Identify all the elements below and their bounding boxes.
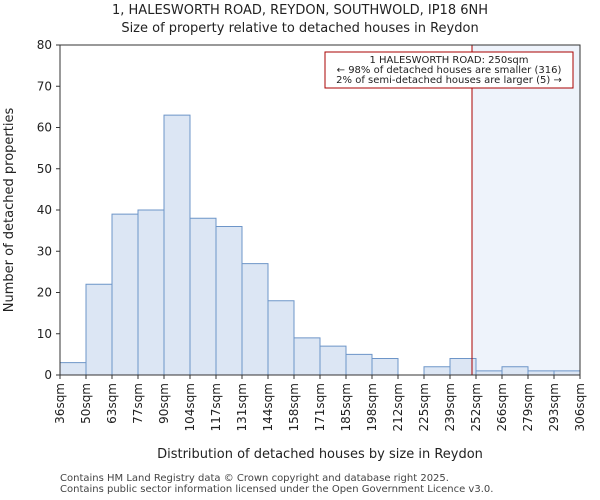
- y-tick-label: 20: [37, 286, 52, 300]
- x-tick-label: 266sqm: [495, 383, 509, 431]
- x-tick-label: 239sqm: [443, 383, 457, 431]
- x-tick-label: 50sqm: [79, 383, 93, 424]
- x-tick-label: 306sqm: [573, 383, 587, 431]
- annotation-line-3: 2% of semi-detached houses are larger (5…: [336, 75, 562, 86]
- x-axis-label: Distribution of detached houses by size …: [157, 447, 483, 462]
- x-tick-label: 144sqm: [261, 383, 275, 431]
- bar-158sqm: [293, 337, 321, 376]
- x-tick-label: 77sqm: [131, 383, 145, 424]
- chart-title: 1, HALESWORTH ROAD, REYDON, SOUTHWOLD, I…: [112, 3, 488, 18]
- x-tick-label: 158sqm: [287, 383, 301, 431]
- bar-50sqm: [85, 283, 113, 376]
- footer-line-1: Contains HM Land Registry data © Crown c…: [60, 473, 449, 484]
- x-axis: 36sqm 50sqm 63sqm 77sqm 90sqm 104sqm 117sqm 131…: [53, 375, 587, 431]
- bar-63sqm: [111, 213, 139, 376]
- x-tick-label: 171sqm: [313, 383, 327, 431]
- y-tick-label: 70: [37, 79, 52, 93]
- x-tick-label: 279sqm: [521, 383, 535, 431]
- x-tick-label: 225sqm: [417, 383, 431, 431]
- x-tick-label: 63sqm: [105, 383, 119, 424]
- bar-279sqm: [527, 370, 555, 376]
- y-axis-label: Number of detached properties: [2, 108, 17, 313]
- bar-131sqm: [241, 263, 269, 376]
- y-axis: 0 10 20 30 40 50 60 70 80: [37, 38, 60, 382]
- footer-line-2: Contains public sector information licen…: [60, 484, 494, 495]
- annotation-box: 1 HALESWORTH ROAD: 250sqm ← 98% of detac…: [324, 51, 574, 89]
- x-tick-label: 104sqm: [183, 383, 197, 431]
- highlight-region: [472, 45, 580, 375]
- x-tick-label: 185sqm: [339, 383, 353, 431]
- bar-225sqm: [423, 366, 451, 376]
- x-tick-label: 117sqm: [209, 383, 223, 431]
- bar-252sqm: [475, 370, 503, 376]
- annotation-line-1: 1 HALESWORTH ROAD: 250sqm: [369, 55, 528, 66]
- x-tick-label: 198sqm: [365, 383, 379, 431]
- bar-104sqm: [189, 217, 217, 376]
- bars: [59, 114, 581, 376]
- x-tick-label: 212sqm: [391, 383, 405, 431]
- y-tick-label: 60: [37, 121, 52, 135]
- x-tick-label: 131sqm: [235, 383, 249, 431]
- x-tick-label: 293sqm: [547, 383, 561, 431]
- bar-185sqm: [345, 353, 373, 376]
- x-tick-label: 252sqm: [469, 383, 483, 431]
- bar-144sqm: [267, 300, 295, 376]
- bar-198sqm: [371, 358, 399, 376]
- bar-171sqm: [319, 345, 347, 376]
- bar-266sqm: [501, 366, 529, 376]
- bar-90sqm: [163, 114, 191, 376]
- y-tick-label: 80: [37, 38, 52, 52]
- chart-subtitle: Size of property relative to detached ho…: [121, 21, 478, 36]
- y-tick-label: 10: [37, 327, 52, 341]
- y-tick-label: 40: [37, 203, 52, 217]
- x-tick-label: 36sqm: [53, 383, 67, 424]
- x-tick-label: 90sqm: [157, 383, 171, 424]
- bar-36sqm: [59, 362, 87, 376]
- y-tick-label: 50: [37, 162, 52, 176]
- bar-117sqm: [215, 226, 243, 376]
- y-tick-label: 0: [44, 368, 52, 382]
- y-tick-label: 30: [37, 244, 52, 258]
- annotation-line-2: ← 98% of detached houses are smaller (31…: [337, 65, 562, 76]
- annotation-border: [324, 51, 574, 89]
- bar-77sqm: [137, 209, 165, 376]
- bar-293sqm: [553, 370, 581, 376]
